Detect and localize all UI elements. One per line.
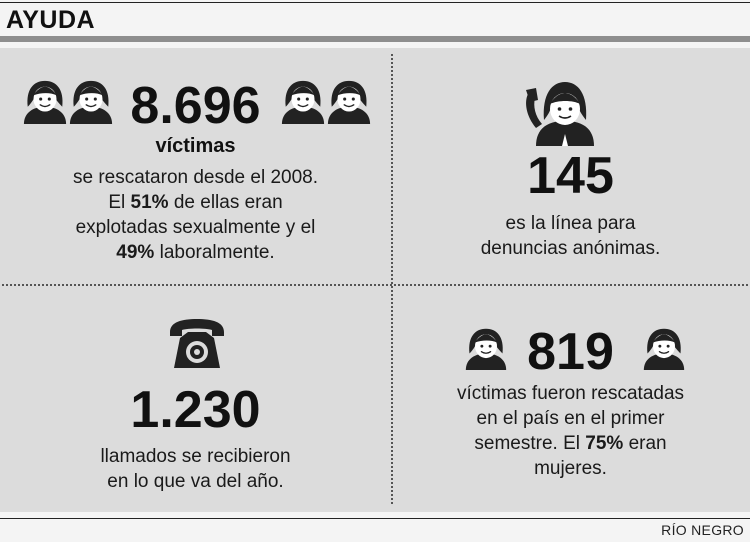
rescued-description: víctimas fueron rescatadas en el país en…: [391, 381, 750, 481]
desc-line: en el país en el primer: [476, 408, 665, 429]
desc-line: denuncias anónimas.: [480, 238, 661, 259]
calls-number: 1.230: [130, 381, 261, 439]
desc-line: explotadas sexualmente y el: [75, 217, 316, 238]
stat-hotline: 145 es la línea para denuncias anónimas.: [391, 150, 750, 261]
hotline-description: es la línea para denuncias anónimas.: [391, 211, 750, 261]
calls-description: llamados se recibieron en lo que va del …: [0, 444, 391, 494]
desc-line: se rescataron desde el 2008.: [72, 167, 319, 188]
desc-line: es la línea para: [505, 213, 636, 234]
page-title: AYUDA: [6, 6, 96, 34]
stat-calls: 1.230 llamados se recibieron en lo que v…: [0, 384, 391, 494]
info-panel: 8.696 víctimas se rescataron desde el 20…: [0, 48, 750, 512]
stat-description: se rescataron desde el 2008. El 51% de e…: [0, 165, 391, 265]
stat-rescued-semester: 819 víctimas fueron rescatadas en el paí…: [391, 326, 750, 481]
telephone-icon: [170, 319, 224, 368]
hotline-number: 145: [527, 147, 614, 205]
desc-line: llamados se recibieron: [100, 446, 291, 467]
stat-victims-total: 8.696 víctimas se rescataron desde el 20…: [0, 80, 391, 265]
desc-line: víctimas fueron rescatadas: [456, 383, 685, 404]
desc-line: mujeres.: [534, 458, 607, 479]
rescued-number: 819: [527, 323, 614, 381]
desc-line: en lo que va del año.: [107, 471, 284, 492]
source-credit: RÍO NEGRO: [661, 522, 744, 538]
horizontal-divider: [2, 284, 748, 286]
stat-subtitle: víctimas: [155, 135, 236, 157]
desc-line: El 51% de ellas eran: [108, 192, 283, 213]
title-bar: [0, 36, 750, 42]
bottom-rule: [0, 518, 750, 519]
stat-number: 8.696: [130, 77, 261, 135]
desc-line: semestre. El 75% eran: [474, 433, 667, 454]
top-rule: [0, 2, 750, 3]
operator-headset-icon: [526, 82, 594, 146]
vertical-divider: [391, 54, 393, 504]
desc-line: 49% laboralmente.: [116, 242, 275, 263]
